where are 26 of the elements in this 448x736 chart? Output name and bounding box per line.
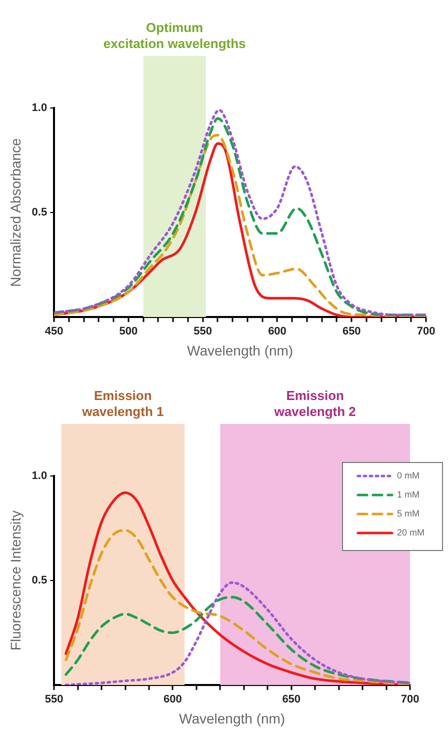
- legend-label: 0 mM: [397, 470, 420, 480]
- x-tick-label: 600: [268, 326, 286, 338]
- x-tick-label: 550: [194, 326, 212, 338]
- y-tick-label: 1.0: [32, 470, 48, 482]
- x-tick-label: 600: [164, 694, 182, 706]
- legend-label: 1 mM: [397, 489, 420, 500]
- legend-label: 5 mM: [397, 508, 420, 518]
- x-axis-title: Wavelength (nm): [179, 710, 286, 726]
- y-tick-label: 1.0: [32, 102, 48, 114]
- band-label: Emission wavelength 2: [273, 388, 356, 419]
- x-tick-label: 450: [44, 326, 64, 338]
- x-axis-title: Wavelength (nm): [187, 342, 294, 358]
- x-tick-label: 550: [44, 694, 64, 706]
- y-axis-title: Normalized Absorbance: [7, 138, 24, 287]
- line-series: [64, 529, 410, 685]
- legend-label: 20 mM: [397, 527, 425, 538]
- y-axis-title: Fluorescence Intensity: [7, 510, 24, 651]
- x-tick-label: 650: [282, 694, 301, 706]
- y-tick-label: 0.5: [32, 206, 48, 219]
- band-label: Emission wavelength 1: [81, 388, 164, 419]
- x-tick-label: 700: [400, 694, 420, 706]
- band-label: Optimum excitation wavelengths: [103, 20, 246, 51]
- x-tick-label: 500: [119, 326, 138, 338]
- x-tick-label: 650: [342, 326, 361, 338]
- x-tick-label: 700: [416, 326, 436, 338]
- y-tick-label: 0.5: [32, 574, 48, 587]
